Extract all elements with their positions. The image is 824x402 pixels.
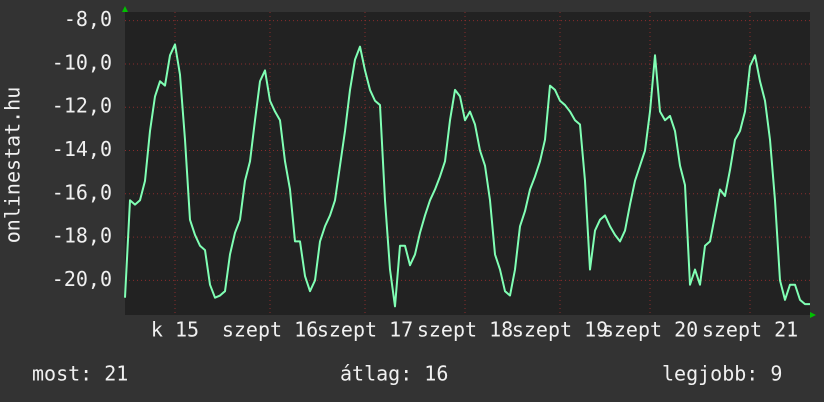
x-tick-label: szept 17: [317, 318, 413, 342]
plot-area: [125, 12, 810, 315]
y-tick-label: -8,0: [64, 7, 112, 31]
y-axis-label: onlinestat.hu: [1, 87, 25, 244]
y-tick-label: -14,0: [52, 137, 112, 161]
y-axis-arrow: [122, 6, 128, 12]
x-tick-label: k 15: [151, 318, 199, 342]
x-tick-label: szept 20: [602, 318, 698, 342]
y-tick-label: -20,0: [52, 267, 112, 291]
x-tick-label: szept 19: [512, 318, 608, 342]
footer-best: legjobb: 9: [662, 362, 782, 386]
x-tick-label: szept 21: [702, 318, 798, 342]
footer-average: átlag: 16: [340, 362, 448, 386]
x-axis-arrow: [810, 312, 816, 318]
y-tick-label: -10,0: [52, 50, 112, 74]
y-tick-label: -18,0: [52, 224, 112, 248]
y-tick-label: -12,0: [52, 94, 112, 118]
x-tick-label: szept 16: [222, 318, 318, 342]
y-tick-label: -16,0: [52, 180, 112, 204]
footer-current: most: 21: [32, 362, 128, 386]
line-series: [124, 43, 810, 308]
x-tick-label: szept 18: [417, 318, 513, 342]
